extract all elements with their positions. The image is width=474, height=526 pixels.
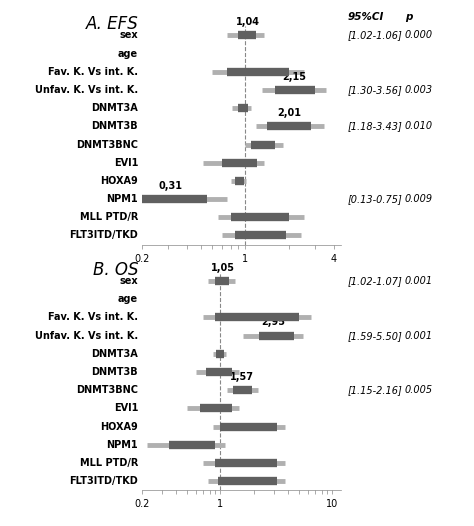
- Text: 95%CI: 95%CI: [347, 12, 383, 22]
- Text: 0.005: 0.005: [405, 385, 433, 395]
- Text: [1.02-1.06]: [1.02-1.06]: [347, 31, 402, 41]
- Text: HOXA9: HOXA9: [100, 176, 138, 186]
- Text: 1,57: 1,57: [230, 372, 255, 382]
- Text: age: age: [118, 294, 138, 304]
- Text: 1,05: 1,05: [211, 263, 235, 273]
- Text: DNMT3A: DNMT3A: [91, 349, 138, 359]
- Text: NPM1: NPM1: [107, 194, 138, 204]
- Text: 2,95: 2,95: [261, 317, 285, 327]
- Text: 0.009: 0.009: [405, 194, 433, 204]
- Text: EVI1: EVI1: [114, 403, 138, 413]
- Text: MLL PTD/R: MLL PTD/R: [80, 213, 138, 222]
- Text: FLT3ITD/TKD: FLT3ITD/TKD: [70, 476, 138, 486]
- Text: FLT3ITD/TKD: FLT3ITD/TKD: [70, 230, 138, 240]
- Text: Fav. K. Vs int. K.: Fav. K. Vs int. K.: [48, 67, 138, 77]
- Text: DNMT3BNC: DNMT3BNC: [76, 385, 138, 395]
- Text: p: p: [405, 12, 412, 22]
- Text: Unfav. K. Vs int. K.: Unfav. K. Vs int. K.: [35, 85, 138, 95]
- Text: B. OS: B. OS: [93, 261, 138, 279]
- Text: [1.30-3.56]: [1.30-3.56]: [347, 85, 402, 95]
- Text: 0.001: 0.001: [405, 276, 433, 286]
- Text: sex: sex: [119, 31, 138, 41]
- Text: DNMT3B: DNMT3B: [91, 367, 138, 377]
- Text: Unfav. K. Vs int. K.: Unfav. K. Vs int. K.: [35, 331, 138, 341]
- Text: 0.000: 0.000: [405, 31, 433, 41]
- Text: sex: sex: [119, 276, 138, 286]
- Text: 0.001: 0.001: [405, 331, 433, 341]
- Text: [1.59-5.50]: [1.59-5.50]: [347, 331, 402, 341]
- Text: 2,01: 2,01: [278, 108, 302, 118]
- Text: [1.02-1.07]: [1.02-1.07]: [347, 276, 402, 286]
- Text: A. EFS: A. EFS: [85, 15, 138, 33]
- Text: [0.13-0.75]: [0.13-0.75]: [347, 194, 402, 204]
- Text: DNMT3A: DNMT3A: [91, 103, 138, 113]
- Text: DNMT3BNC: DNMT3BNC: [76, 139, 138, 149]
- Text: HOXA9: HOXA9: [100, 421, 138, 431]
- Text: NPM1: NPM1: [107, 440, 138, 450]
- Text: age: age: [118, 48, 138, 58]
- Text: 0.010: 0.010: [405, 122, 433, 132]
- Text: 1,04: 1,04: [236, 17, 260, 27]
- Text: Fav. K. Vs int. K.: Fav. K. Vs int. K.: [48, 312, 138, 322]
- Text: [1.18-3.43]: [1.18-3.43]: [347, 122, 402, 132]
- Text: 0.003: 0.003: [405, 85, 433, 95]
- Text: 2,15: 2,15: [282, 72, 306, 82]
- Text: [1.15-2.16]: [1.15-2.16]: [347, 385, 402, 395]
- Text: DNMT3B: DNMT3B: [91, 122, 138, 132]
- Text: MLL PTD/R: MLL PTD/R: [80, 458, 138, 468]
- Text: 0,31: 0,31: [158, 181, 182, 191]
- Text: EVI1: EVI1: [114, 158, 138, 168]
